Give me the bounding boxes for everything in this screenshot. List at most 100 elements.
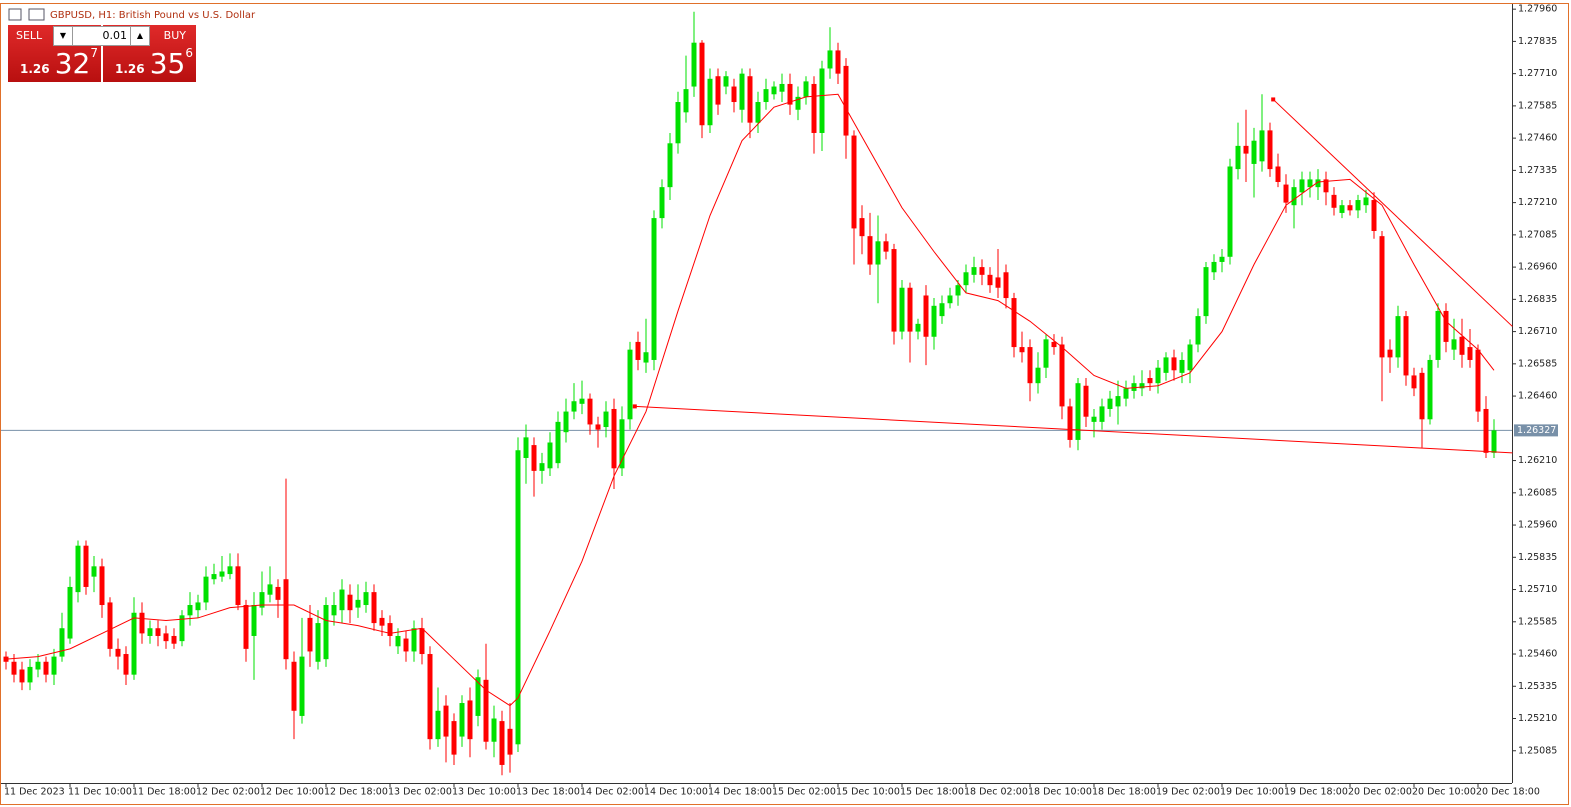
candle-body xyxy=(171,635,177,644)
y-tick-label: 1.26210 xyxy=(1518,455,1557,466)
candle-body xyxy=(235,566,241,606)
candle-body xyxy=(1483,408,1489,453)
candle-body xyxy=(435,710,441,740)
candle-body xyxy=(115,648,121,657)
y-tick-label: 1.25710 xyxy=(1518,584,1557,595)
candle-body xyxy=(587,398,593,425)
lot-input[interactable]: ▼ 0.01 ▲ xyxy=(53,26,150,46)
candle-body xyxy=(523,437,529,458)
x-tick-label: 15 Dec 18:00 xyxy=(900,787,964,798)
candle-body xyxy=(427,654,433,740)
lot-down[interactable]: ▼ xyxy=(54,27,73,45)
candle-body xyxy=(1259,130,1265,162)
ask-big: 35 xyxy=(149,47,186,80)
candle-body xyxy=(979,267,985,275)
y-tick-label: 1.25085 xyxy=(1518,745,1557,756)
chart-title: GBPUSD, H1: British Pound vs U.S. Dollar xyxy=(50,10,256,21)
candle-body xyxy=(1171,357,1177,371)
candle-body xyxy=(467,700,473,740)
bid-small: 7 xyxy=(90,46,98,60)
y-tick-label: 1.26835 xyxy=(1518,294,1557,305)
candle-body xyxy=(1027,347,1033,384)
x-tick-label: 13 Dec 10:00 xyxy=(452,787,516,798)
candle-body xyxy=(531,445,537,471)
y-tick-label: 1.27710 xyxy=(1518,68,1557,79)
candle-body xyxy=(891,249,897,332)
y-tick-label: 1.25335 xyxy=(1518,681,1557,692)
candle-body xyxy=(131,612,137,675)
x-tick-label: 18 Dec 18:00 xyxy=(1092,787,1156,798)
candle-body xyxy=(155,628,161,636)
y-tick-label: 1.26960 xyxy=(1518,262,1557,273)
candle-body xyxy=(1179,359,1185,373)
candle-body xyxy=(595,424,601,430)
candle-body xyxy=(147,628,153,636)
y-tick-label: 1.26710 xyxy=(1518,326,1557,337)
candle-body xyxy=(59,628,65,657)
x-tick-label: 14 Dec 18:00 xyxy=(708,787,772,798)
candle-body xyxy=(339,589,345,611)
candle-body xyxy=(1403,316,1409,376)
candle-body xyxy=(739,73,745,110)
candle-body xyxy=(1363,197,1369,206)
candle-body xyxy=(1139,383,1145,389)
candle-body xyxy=(1323,179,1329,193)
candle-body xyxy=(915,323,921,332)
candle-body xyxy=(555,421,561,464)
candle-body xyxy=(1355,200,1361,211)
candle-body xyxy=(1219,256,1225,262)
candle-body xyxy=(83,545,89,587)
candle-body xyxy=(1371,200,1377,231)
candle-body xyxy=(443,705,449,737)
candle-body xyxy=(539,463,545,471)
candle-body xyxy=(827,50,833,69)
candle-body xyxy=(1187,344,1193,371)
lot-up[interactable]: ▲ xyxy=(130,27,149,45)
lot-value: 0.01 xyxy=(102,29,128,42)
icon[interactable] xyxy=(8,8,22,21)
x-tick-label: 11 Dec 10:00 xyxy=(68,787,132,798)
candle-body xyxy=(1051,341,1057,348)
candle-body xyxy=(403,638,409,652)
y-tick-label: 1.25960 xyxy=(1518,520,1557,531)
candle-body xyxy=(1387,349,1393,358)
candle-body xyxy=(1147,378,1153,384)
x-tick-label: 11 Dec 2023 xyxy=(4,787,65,798)
candle-body xyxy=(1003,272,1009,299)
candle-body xyxy=(635,341,641,360)
candle-body xyxy=(459,703,465,737)
x-tick-label: 14 Dec 10:00 xyxy=(644,787,708,798)
candle-body xyxy=(275,586,281,600)
icon[interactable] xyxy=(28,8,45,21)
candle-body xyxy=(1379,236,1385,358)
y-tick-label: 1.27210 xyxy=(1518,197,1557,208)
candle-body xyxy=(651,218,657,360)
candle-body xyxy=(219,571,225,577)
x-tick-label: 19 Dec 10:00 xyxy=(1220,787,1284,798)
trendline-anchor xyxy=(632,404,637,409)
x-tick-label: 13 Dec 18:00 xyxy=(516,787,580,798)
candle-body xyxy=(619,419,625,469)
candle-body xyxy=(883,241,889,252)
candle-body xyxy=(763,89,769,103)
candle-body xyxy=(283,579,289,660)
candle-body xyxy=(363,592,369,606)
candle-body xyxy=(843,65,849,136)
candle-body xyxy=(683,89,689,113)
candle-body xyxy=(627,349,633,420)
candle-body xyxy=(1059,344,1065,407)
x-tick-label: 15 Dec 02:00 xyxy=(772,787,836,798)
candle-body xyxy=(995,277,1001,288)
candle-body xyxy=(867,236,873,265)
x-tick-label: 14 Dec 02:00 xyxy=(580,787,644,798)
y-tick-label: 1.26585 xyxy=(1518,358,1557,369)
candle-body xyxy=(1475,349,1481,412)
candle-body xyxy=(667,143,673,188)
candle-body xyxy=(379,617,385,626)
candle-body xyxy=(907,287,913,332)
candle-body xyxy=(267,584,273,595)
candle-body xyxy=(859,218,865,237)
candle-body xyxy=(1307,179,1313,188)
candle-body xyxy=(307,617,313,652)
candle-body xyxy=(299,656,305,716)
